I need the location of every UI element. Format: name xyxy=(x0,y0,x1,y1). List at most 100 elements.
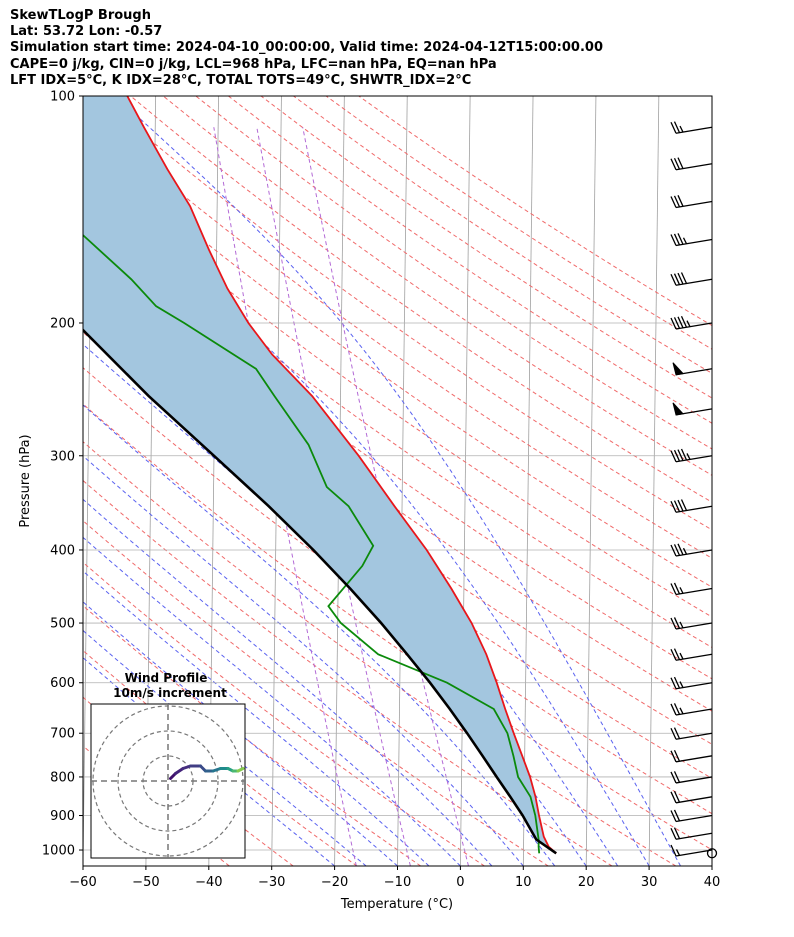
barb-staff xyxy=(675,776,713,784)
x-tick-label: −30 xyxy=(258,875,285,890)
barb-feather xyxy=(670,771,677,784)
wind-barb xyxy=(670,617,713,630)
wind-barb xyxy=(670,727,713,740)
isotherm-line xyxy=(711,834,712,866)
moist-adiabat-line xyxy=(83,536,461,866)
barb-feather xyxy=(677,449,684,461)
temperature-line xyxy=(126,96,557,854)
wind-barb xyxy=(670,121,713,134)
wind-barb xyxy=(670,233,713,247)
barb-staff xyxy=(675,814,713,823)
barb-feather xyxy=(670,317,677,330)
barb-feather xyxy=(670,791,677,804)
barb-feather xyxy=(680,448,688,461)
dry-adiabat-line xyxy=(325,96,712,350)
barb-feather xyxy=(670,234,677,246)
barb-staff xyxy=(675,622,713,630)
barb-feather xyxy=(670,196,677,208)
barb-feather xyxy=(670,750,677,763)
moist-adiabat-line xyxy=(83,179,650,866)
barb-staff xyxy=(675,322,713,330)
wind-barb xyxy=(670,827,713,840)
barb-feather xyxy=(673,771,681,783)
x-tick-label: 10 xyxy=(515,875,532,890)
hodograph-inset: Wind Profile 10m/s increment xyxy=(90,671,246,859)
x-tick-label: −20 xyxy=(321,875,348,890)
barb-feather xyxy=(680,272,688,284)
mixing-ratio-line xyxy=(256,127,411,866)
wind-barb xyxy=(670,543,713,557)
y-tick-label: 500 xyxy=(50,617,75,632)
barb-staff xyxy=(675,587,713,596)
barb-feather xyxy=(673,749,681,762)
x-tick-label: 0 xyxy=(456,875,464,890)
isotherm-line xyxy=(775,96,785,866)
barb-feather xyxy=(670,703,677,716)
hodograph-subtitle: 10m/s increment xyxy=(113,686,227,700)
barb-feather xyxy=(673,703,681,715)
wind-barb xyxy=(670,315,713,330)
x-tick-label: −60 xyxy=(69,875,96,890)
isotherm-line xyxy=(522,96,534,866)
parcel-line xyxy=(83,328,557,855)
barb-feather xyxy=(673,233,681,246)
barb-staff xyxy=(675,549,713,557)
wind-barbs xyxy=(670,121,718,859)
barb-staff xyxy=(675,200,713,209)
barb-staff xyxy=(675,755,713,763)
wind-barb xyxy=(670,703,713,716)
cape-area xyxy=(83,96,557,854)
barb-feather xyxy=(673,582,681,595)
barb-pennant xyxy=(672,362,684,376)
y-tick-label: 900 xyxy=(50,809,75,824)
barb-half-feather xyxy=(682,237,688,245)
location-line: Lat: 53.72 Lon: -0.57 xyxy=(10,24,163,39)
x-axis-ticks: −60 −50 −40 −30 −20 −10 0 10 20 30 40 xyxy=(69,866,720,890)
x-axis-label: Temperature (°C) xyxy=(340,897,453,912)
barb-feather xyxy=(670,844,677,857)
y-tick-label: 700 xyxy=(50,727,75,742)
x-tick-label: 40 xyxy=(704,875,721,890)
isotherm-line xyxy=(397,96,408,866)
wind-barb xyxy=(670,157,713,171)
barb-feather xyxy=(670,273,677,286)
barb-half-feather xyxy=(679,707,684,715)
moist-adiabat-line xyxy=(83,656,335,866)
barb-half-feather xyxy=(679,621,684,629)
barb-feather xyxy=(670,500,677,513)
barb-staff xyxy=(675,505,713,513)
cape-line: CAPE=0 j/kg, CIN=0 j/kg, LCL=968 hPa, LF… xyxy=(10,57,497,72)
barb-staff xyxy=(675,849,713,857)
barb-staff xyxy=(675,278,713,286)
barb-feather xyxy=(677,233,684,245)
wind-barb xyxy=(672,402,713,416)
dry-adiabat-line xyxy=(83,403,712,851)
dry-adiabat-line xyxy=(83,110,712,559)
dry-adiabat-line xyxy=(83,200,712,649)
barb-feather xyxy=(670,544,677,557)
moist-adiabat-line xyxy=(83,343,587,866)
barb-feather xyxy=(670,677,677,690)
y-tick-label: 200 xyxy=(50,316,75,331)
wind-barb xyxy=(670,648,713,661)
dry-adiabat-line xyxy=(83,169,712,618)
barb-staff xyxy=(675,455,713,463)
barb-feather xyxy=(673,727,681,739)
moist-adiabat-line xyxy=(83,629,367,866)
wind-barb xyxy=(670,499,713,513)
x-tick-label: −40 xyxy=(195,875,222,890)
barb-feather xyxy=(677,499,684,512)
wind-barb xyxy=(670,771,713,784)
barb-feather xyxy=(673,544,681,556)
dry-adiabat-line xyxy=(83,231,712,680)
isotherm-line xyxy=(648,96,660,866)
profile-lines xyxy=(83,96,557,855)
x-tick-label: −10 xyxy=(384,875,411,890)
barb-staff xyxy=(675,682,713,690)
barb-staff xyxy=(675,732,713,740)
barb-feather xyxy=(673,676,681,689)
barb-feather xyxy=(680,315,688,328)
barb-feather xyxy=(673,809,681,822)
wind-barb xyxy=(670,844,713,857)
